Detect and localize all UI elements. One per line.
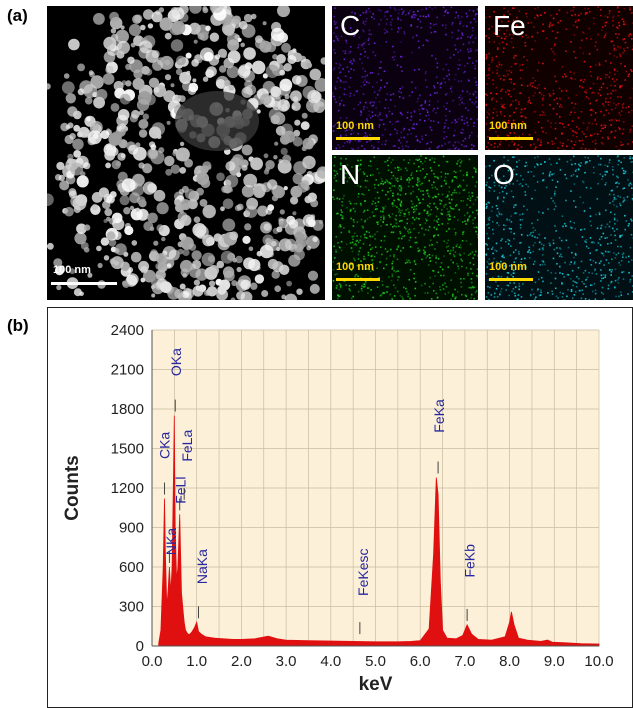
map-o-texture bbox=[485, 155, 633, 300]
x-axis-label: keV bbox=[359, 674, 393, 695]
map-o-label: O bbox=[493, 159, 515, 190]
peak-label: NKa bbox=[163, 528, 179, 555]
chart-svg: 0 300 600 900 1200 1500 1800 2100 2400 0.0 1.0 2.0 3… bbox=[62, 322, 614, 695]
map-speckles bbox=[332, 6, 478, 150]
grid bbox=[151, 329, 600, 647]
map-c-scale-text: 100 nm bbox=[336, 120, 374, 132]
map-c-texture bbox=[332, 6, 478, 150]
x-tick-label: 10.0 bbox=[584, 653, 613, 670]
map-n-scale-bar bbox=[336, 278, 380, 281]
map-speckles bbox=[485, 6, 633, 150]
y-axis-label: Counts bbox=[62, 455, 83, 520]
map-c-scale-bar bbox=[336, 137, 380, 140]
y-tick-label: 0 bbox=[136, 638, 144, 655]
x-tick-label: 6.0 bbox=[410, 653, 431, 670]
peak-label: FeLa bbox=[179, 430, 195, 462]
y-tick-label: 1800 bbox=[111, 401, 144, 418]
map-c: C 100 nm bbox=[332, 6, 478, 150]
y-tick-label: 2400 bbox=[111, 322, 144, 339]
peak-label: FeKa bbox=[431, 399, 447, 433]
x-tick-label: 9.0 bbox=[544, 653, 565, 670]
x-tick-label: 3.0 bbox=[276, 653, 297, 670]
y-tick-label: 1500 bbox=[111, 441, 144, 458]
x-tick-label: 0.0 bbox=[142, 653, 163, 670]
peak-label: FeLl bbox=[173, 477, 189, 504]
map-speckles bbox=[332, 155, 478, 300]
x-tick-label: 5.0 bbox=[365, 653, 386, 670]
y-tick-label: 2100 bbox=[111, 362, 144, 379]
spectrum-series bbox=[158, 415, 600, 647]
map-n-texture bbox=[332, 155, 478, 300]
x-tick-label: 4.0 bbox=[320, 653, 341, 670]
map-fe-scale-bar bbox=[489, 137, 533, 140]
x-tick-label: 8.0 bbox=[499, 653, 520, 670]
map-o-scale-text: 100 nm bbox=[489, 261, 527, 273]
peak-label: CKa bbox=[157, 432, 173, 459]
sem-particles bbox=[47, 6, 325, 300]
map-n-label: N bbox=[340, 159, 361, 190]
peak-label: OKa bbox=[168, 348, 184, 376]
map-n-scale-text: 100 nm bbox=[336, 261, 374, 273]
map-speckles bbox=[485, 155, 633, 300]
sem-texture bbox=[47, 6, 325, 300]
sem-scale-text: 100 nm bbox=[53, 264, 91, 276]
sem-scale-bar bbox=[51, 282, 117, 285]
map-fe: Fe 100 nm bbox=[485, 6, 633, 150]
map-c-label: C bbox=[340, 10, 361, 41]
peak-label: FeKesc bbox=[355, 548, 371, 595]
peak-label: FeKb bbox=[461, 544, 477, 578]
panel-b-label: (b) bbox=[7, 316, 29, 335]
map-fe-scale-text: 100 nm bbox=[489, 120, 527, 132]
x-tick-label: 2.0 bbox=[231, 653, 252, 670]
y-tick-label: 300 bbox=[119, 599, 144, 616]
peak-label: NaKa bbox=[194, 549, 210, 584]
y-tick-label: 1200 bbox=[111, 480, 144, 497]
x-tick-label: 1.0 bbox=[186, 653, 207, 670]
panel-a-label: (a) bbox=[7, 6, 28, 25]
map-n: N 100 nm bbox=[332, 155, 478, 300]
sem-image: 100 nm bbox=[47, 6, 325, 300]
map-o-scale-bar bbox=[489, 278, 533, 281]
y-tick-label: 900 bbox=[119, 520, 144, 537]
map-fe-label: Fe bbox=[493, 10, 526, 41]
eds-spectrum-chart: 0 300 600 900 1200 1500 1800 2100 2400 0.0 1.0 2.0 3… bbox=[47, 307, 633, 708]
x-tick-label: 7.0 bbox=[454, 653, 475, 670]
y-tick-label: 600 bbox=[119, 559, 144, 576]
map-fe-texture bbox=[485, 6, 633, 150]
map-o: O 100 nm bbox=[485, 155, 633, 300]
